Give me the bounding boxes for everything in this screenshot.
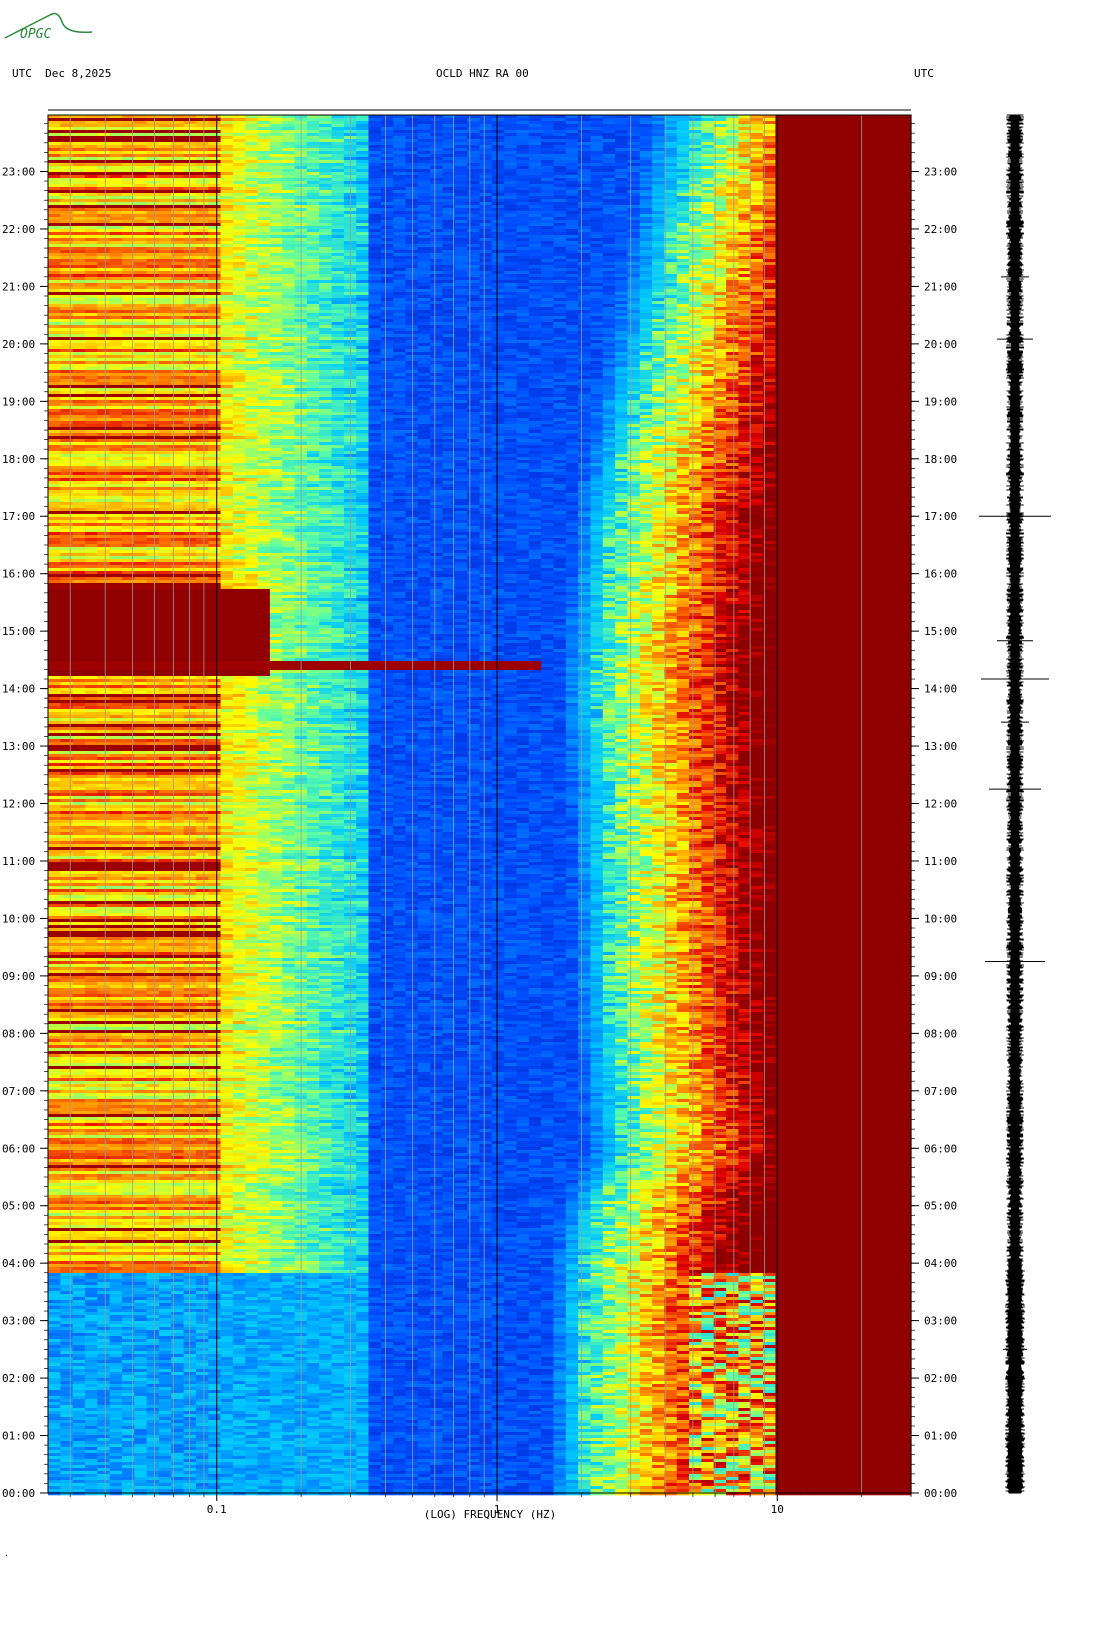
y-tick-label-left: 15:00: [2, 625, 35, 638]
seismogram-trace: [979, 115, 1051, 1493]
y-tick-label-left: 19:00: [2, 395, 35, 408]
y-tick-label-right: 02:00: [924, 1372, 957, 1385]
y-tick-label-right: 14:00: [924, 683, 957, 696]
y-tick-label-left: 16:00: [2, 568, 35, 581]
y-tick-label-right: 19:00: [924, 395, 957, 408]
y-tick-label-left: 02:00: [2, 1372, 35, 1385]
y-tick-label-left: 04:00: [2, 1257, 35, 1270]
y-tick-label-right: 17:00: [924, 510, 957, 523]
y-tick-label-left: 10:00: [2, 912, 35, 925]
y-tick-label-right: 21:00: [924, 280, 957, 293]
y-tick-label-left: 11:00: [2, 855, 35, 868]
y-tick-label-right: 20:00: [924, 338, 957, 351]
y-tick-label-left: 00:00: [2, 1487, 35, 1500]
y-tick-label-left: 01:00: [2, 1430, 35, 1443]
trace-body: [1005, 115, 1025, 1493]
y-tick-label-right: 23:00: [924, 165, 957, 178]
y-tick-label-right: 11:00: [924, 855, 957, 868]
header-right-label: UTC: [914, 67, 934, 80]
y-tick-label-right: 10:00: [924, 912, 957, 925]
y-tick-label-right: 07:00: [924, 1085, 957, 1098]
header-center-label: OCLD HNZ RA 00: [436, 67, 529, 80]
y-axis-left: 00:00 01:00 02:00 03:00 04:00 05:00 06:00 07:00…: [2, 124, 48, 1500]
y-tick-label-right: 12:00: [924, 798, 957, 811]
logo-text: OPGC: [20, 27, 51, 42]
y-tick-label-right: 13:00: [924, 740, 957, 753]
header-left-label: UTC Dec 8,2025: [12, 67, 111, 80]
y-tick-label-left: 22:00: [2, 223, 35, 236]
y-tick-label-right: 15:00: [924, 625, 957, 638]
y-tick-label-right: 06:00: [924, 1142, 957, 1155]
y-tick-label-left: 05:00: [2, 1200, 35, 1213]
y-tick-label-left: 07:00: [2, 1085, 35, 1098]
y-tick-label-left: 06:00: [2, 1142, 35, 1155]
spectrogram-plot: [48, 110, 912, 1495]
y-tick-label-right: 03:00: [924, 1315, 957, 1328]
y-tick-label-right: 01:00: [924, 1430, 957, 1443]
y-tick-label-left: 12:00: [2, 798, 35, 811]
y-tick-label-left: 18:00: [2, 453, 35, 466]
y-tick-label-left: 23:00: [2, 165, 35, 178]
y-tick-label-left: 21:00: [2, 280, 35, 293]
y-tick-label-right: 04:00: [924, 1257, 957, 1270]
y-tick-label-right: 09:00: [924, 970, 957, 983]
x-axis-title: (LOG) FREQUENCY (HZ): [424, 1508, 556, 1521]
y-tick-label-left: 08:00: [2, 1027, 35, 1040]
y-tick-label-right: 22:00: [924, 223, 957, 236]
y-tick-label-right: 08:00: [924, 1027, 957, 1040]
y-tick-label-right: 00:00: [924, 1487, 957, 1500]
x-tick-label: 0.1: [207, 1503, 227, 1516]
y-tick-label-right: 18:00: [924, 453, 957, 466]
y-tick-label-right: 05:00: [924, 1200, 957, 1213]
opgc-logo: OPGC: [5, 14, 92, 42]
y-tick-label-left: 14:00: [2, 683, 35, 696]
y-tick-label-left: 03:00: [2, 1315, 35, 1328]
y-tick-label-left: 09:00: [2, 970, 35, 983]
corner-mark: .: [4, 1549, 9, 1558]
y-tick-label-left: 13:00: [2, 740, 35, 753]
y-tick-label-left: 17:00: [2, 510, 35, 523]
y-tick-label-left: 20:00: [2, 338, 35, 351]
x-tick-label: 10: [771, 1503, 784, 1516]
y-tick-label-right: 16:00: [924, 568, 957, 581]
heatmap-layer: [48, 115, 912, 1495]
y-axis-right: 00:00 01:00 02:00 03:00 04:00 05:00 06:00 07:00…: [911, 124, 957, 1500]
